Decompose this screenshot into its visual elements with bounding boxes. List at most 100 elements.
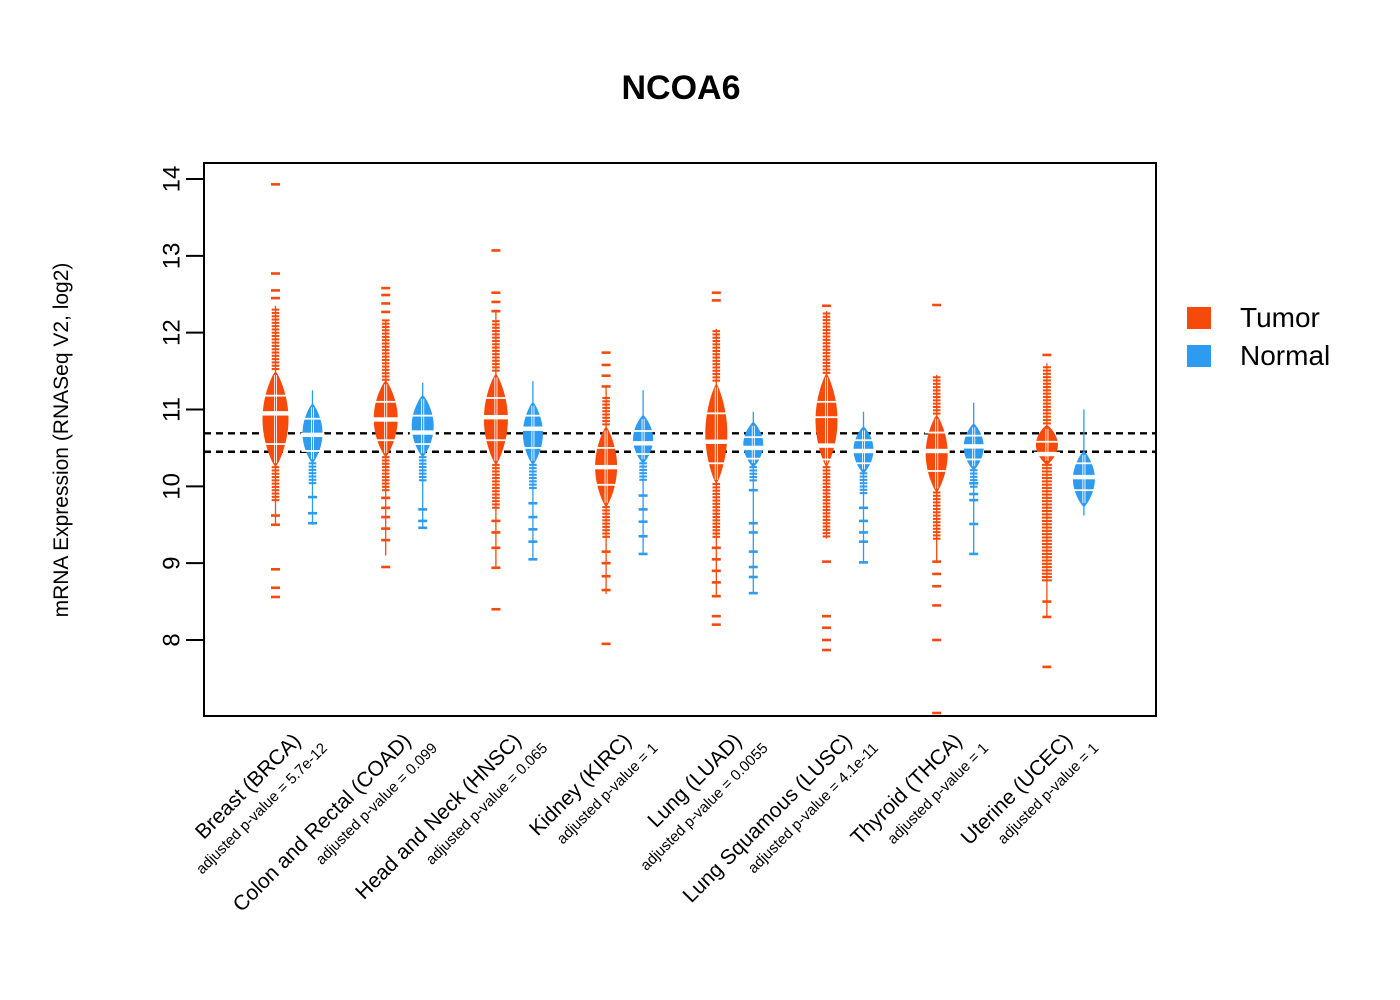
- violin-gap: [632, 430, 655, 432]
- outlier-dash: [271, 296, 280, 300]
- violin-stack-dash: [492, 366, 500, 369]
- violin-stack-dash: [492, 346, 500, 349]
- violin-median-gap: [631, 441, 656, 446]
- violin-stack-dash: [712, 512, 721, 515]
- violin-stack-dash: [932, 386, 941, 389]
- violin-stack-dash: [381, 352, 390, 355]
- violin-stack-dash: [749, 476, 758, 479]
- violin-stack-dash: [308, 478, 317, 481]
- violin-stack-dash: [639, 472, 647, 475]
- violin-stack-dash: [271, 308, 280, 311]
- violin-stack-dash: [381, 335, 390, 338]
- violin-stack-dash: [932, 514, 941, 517]
- violin-stack-dash: [602, 522, 610, 525]
- violin-gap: [482, 439, 509, 442]
- outlier-dash: [491, 519, 501, 523]
- outlier-dash: [1042, 353, 1052, 357]
- violin-stack-dash: [1041, 500, 1052, 503]
- violin-stack-dash: [308, 462, 317, 465]
- violin-stack-dash: [822, 342, 831, 345]
- violin-gap: [852, 439, 875, 442]
- violin-stack-dash: [712, 333, 721, 336]
- violin-median-gap: [481, 414, 510, 420]
- violin-gap: [301, 450, 324, 452]
- violin-stack-dash: [969, 469, 978, 472]
- violin-stack-dash: [602, 403, 610, 406]
- violin-gap: [924, 470, 949, 472]
- legend-label-tumor: Tumor: [1240, 302, 1320, 333]
- outlier-dash: [271, 568, 280, 571]
- outlier-dash: [932, 711, 942, 715]
- y-tick-label: 9: [159, 556, 186, 569]
- chart-title: NCOA6: [621, 69, 740, 107]
- outlier-dash: [711, 594, 721, 598]
- violin-stack-dash: [381, 459, 390, 462]
- violin-stack-dash: [271, 318, 280, 321]
- violin-stack-dash: [529, 470, 537, 473]
- violin-gap: [632, 453, 655, 455]
- violin-stack-dash: [381, 378, 390, 381]
- outlier-dash: [528, 501, 538, 505]
- violin-stack-dash: [381, 372, 390, 375]
- violin-stack-dash: [932, 376, 941, 379]
- violin-stack-dash: [932, 501, 941, 504]
- violin-stack-dash: [822, 482, 831, 485]
- violin-stack-dash: [822, 328, 831, 332]
- violin-stack-dash: [822, 368, 831, 371]
- violin-stack-dash: [1041, 533, 1052, 536]
- violin-stack-dash: [271, 364, 280, 367]
- violin-stack-dash: [822, 469, 831, 472]
- violin-stack-dash: [271, 466, 280, 469]
- violin-stack-dash: [381, 479, 390, 482]
- violin-stack-dash: [492, 336, 500, 339]
- violin-stack-dash: [639, 475, 647, 478]
- violin-stack-dash: [271, 476, 280, 479]
- violin-stack-dash: [271, 499, 280, 502]
- violin-median-gap: [371, 417, 400, 422]
- violin-stack-dash: [822, 532, 831, 535]
- outlier-dash: [711, 614, 721, 618]
- outlier-dash: [822, 304, 831, 308]
- violin-stack-dash: [932, 524, 941, 527]
- outlier-dash: [381, 302, 391, 305]
- violin-stack-dash: [1041, 546, 1052, 549]
- violin-gap: [852, 462, 875, 465]
- violin-stack-dash: [492, 343, 500, 346]
- violin-stack-dash: [418, 456, 427, 459]
- violin-stack-dash: [712, 366, 721, 369]
- violin-stack-dash: [859, 492, 868, 495]
- violin-stack-dash: [822, 522, 831, 525]
- violin-gap: [704, 412, 729, 415]
- violin-stack-dash: [822, 495, 831, 498]
- violin-stack-dash: [1041, 480, 1052, 483]
- violin-stack-dash: [602, 506, 610, 509]
- violin-stack-dash: [712, 506, 721, 509]
- violin-stack-dash: [822, 476, 831, 479]
- violin-stack-dash: [492, 320, 500, 323]
- outlier-dash: [859, 531, 868, 534]
- violin-stack-dash: [602, 406, 610, 409]
- violin-stack-dash: [822, 352, 831, 355]
- outlier-dash: [748, 565, 758, 569]
- violin-tumor-5: [813, 304, 840, 652]
- violin-stack-dash: [712, 483, 721, 486]
- violin-normal-0: [300, 390, 325, 525]
- violin-stack-dash: [271, 482, 280, 485]
- violin-stack-dash: [1042, 395, 1051, 398]
- outlier-dash: [1042, 600, 1052, 603]
- violin-stack-dash: [1042, 402, 1051, 405]
- violin-stack-dash: [822, 312, 831, 315]
- violin-stack-dash: [822, 355, 831, 358]
- outlier-dash: [748, 550, 758, 553]
- violin-stack-dash: [712, 369, 721, 372]
- violin-stack-dash: [1041, 562, 1052, 565]
- violin-median-gap: [1033, 451, 1060, 457]
- violin-stack-dash: [602, 512, 610, 515]
- legend-label-normal: Normal: [1240, 340, 1330, 371]
- violin-stack-dash: [492, 490, 500, 493]
- violin-stack-dash: [712, 373, 721, 376]
- violin-stack-dash: [712, 519, 721, 522]
- outlier-dash: [638, 534, 648, 538]
- violin-stack-dash: [492, 349, 500, 352]
